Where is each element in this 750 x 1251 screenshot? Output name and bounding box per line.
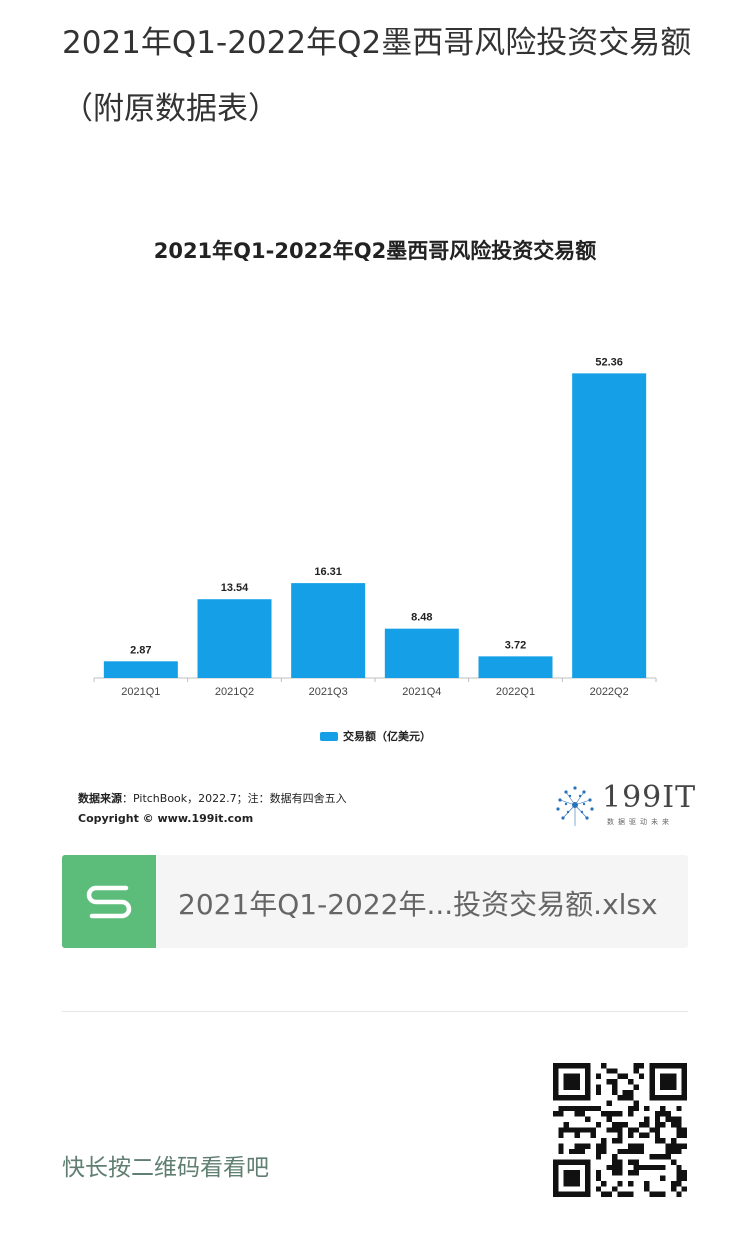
- data-label: 2.87: [130, 644, 151, 656]
- qr-prompt: 快长按二维码看看吧: [62, 1155, 269, 1181]
- bar: [103, 661, 178, 678]
- source-text: ：PitchBook，2022.7；注：数据有四舍五入: [122, 792, 347, 805]
- x-tick-label: 2021Q4: [402, 686, 441, 698]
- legend-swatch: [320, 731, 338, 741]
- data-label: 3.72: [505, 639, 526, 651]
- copyright-text: Copyright © www.199it.com: [78, 812, 254, 825]
- data-label: 52.36: [595, 356, 623, 368]
- data-label: 8.48: [411, 612, 432, 624]
- chart-image: 2021年Q1-2022年Q2墨西哥风险投资交易额 2.87 2021Q1 13.5…: [62, 215, 695, 845]
- x-tick-label: 2021Q3: [309, 686, 348, 698]
- article-title: 2021年Q1-2022年Q2墨西哥风险投资交易额（附原数据表）: [62, 25, 692, 127]
- bar: [572, 373, 647, 678]
- chart-legend: 交易额（亿美元）: [320, 728, 431, 744]
- source-label: 数据来源: [78, 792, 122, 805]
- chart-title: 2021年Q1-2022年Q2墨西哥风险投资交易额: [153, 239, 597, 263]
- bar: [478, 656, 553, 678]
- bar: [197, 599, 272, 678]
- attachment-file-card[interactable]: 2021年Q1-2022年...投资交易额.xlsx: [62, 855, 688, 948]
- dandelion-icon: [556, 786, 594, 826]
- legend-label: 交易额（亿美元）: [343, 730, 431, 743]
- brand-slogan: 数据驱动未来: [607, 818, 673, 826]
- bar: [384, 628, 459, 678]
- x-tick-label: 2022Q1: [496, 686, 535, 698]
- x-tick-label: 2021Q1: [121, 686, 160, 698]
- divider: [62, 1011, 688, 1012]
- brand-logo: 199IT 数据驱动未来: [552, 780, 695, 830]
- attachment-filename: 2021年Q1-2022年...投资交易额.xlsx: [178, 888, 658, 921]
- brand-name: 199IT: [602, 780, 697, 815]
- spreadsheet-s-icon: [62, 855, 156, 948]
- data-label: 13.54: [221, 582, 249, 594]
- x-tick-label: 2021Q2: [215, 686, 254, 698]
- s-letter-icon: [86, 885, 132, 918]
- x-tick-label: 2022Q2: [590, 686, 629, 698]
- bar-chart: 2.87 2021Q1 13.54 2021Q2 16.31 2021Q3 8.48 2021…: [93, 356, 657, 698]
- data-label: 16.31: [314, 566, 342, 578]
- data-source: 数据来源：PitchBook，2022.7；注：数据有四舍五入 Copyrigh…: [78, 789, 347, 829]
- qr-code-icon[interactable]: [553, 1063, 687, 1197]
- bar: [291, 583, 366, 678]
